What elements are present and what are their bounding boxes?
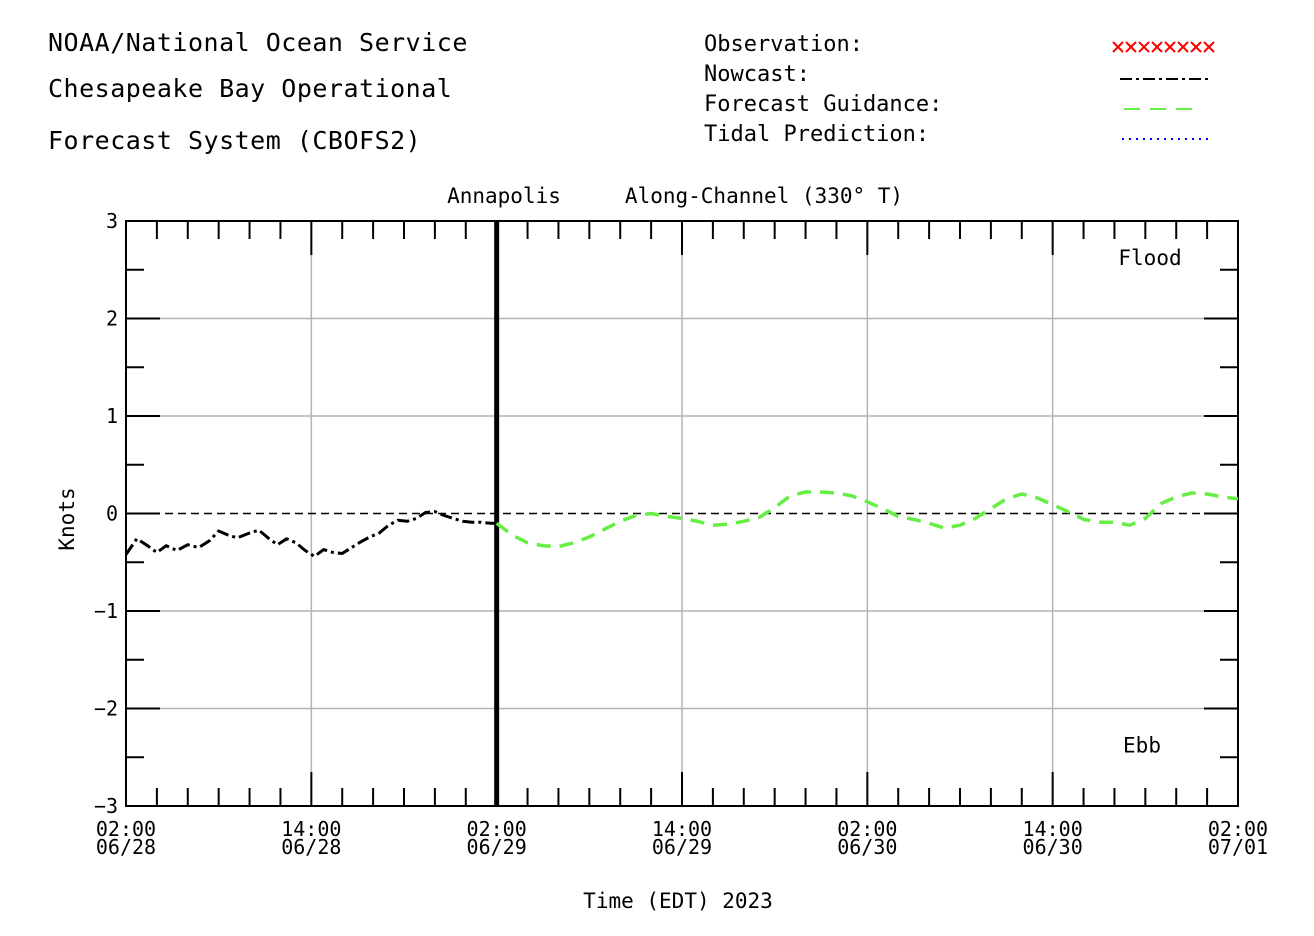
x-tick-label-date: 06/28: [281, 835, 341, 859]
header-line-1: NOAA/National Ocean Service: [48, 28, 468, 57]
x-tick-label-time: 02:00: [837, 817, 897, 841]
header-line-3: Forecast System (CBOFS2): [48, 126, 422, 155]
x-tick-labels: 02:0006/2814:0006/2802:0006/2914:0006/29…: [96, 817, 1268, 859]
annotation-flood: Flood: [1118, 246, 1181, 270]
y-axis-label: Knots: [55, 487, 79, 550]
y-tick-label: 2: [106, 307, 118, 331]
series-line-nowcast: [124, 510, 497, 558]
x-tick-label-time: 02:00: [1208, 817, 1268, 841]
x-tick-label-date: 07/01: [1208, 835, 1268, 859]
x-tick-label-time: 14:00: [1023, 817, 1083, 841]
y-tick-label: −2: [94, 697, 118, 721]
x-tick-label-date: 06/29: [652, 835, 712, 859]
legend-label-forecast: Forecast Guidance:: [704, 92, 943, 117]
grid-lines: [126, 221, 1238, 806]
header-line-2: Chesapeake Bay Operational: [48, 74, 453, 103]
y-tick-label: 1: [106, 404, 118, 428]
chart-subtitle: Along-Channel (330° T): [625, 184, 903, 208]
observation-marker: [1151, 41, 1163, 53]
x-tick-label-time: 02:00: [467, 817, 527, 841]
y-tick-label: −1: [94, 599, 118, 623]
y-tick-label: −3: [94, 794, 118, 818]
y-tick-label: 3: [106, 209, 118, 233]
x-axis-label: Time (EDT) 2023: [583, 889, 773, 913]
legend-label-observation: Observation:: [704, 32, 863, 57]
x-tick-label-date: 06/29: [467, 835, 527, 859]
observation-marker: [1177, 41, 1189, 53]
x-tick-label-date: 06/28: [96, 835, 156, 859]
observation-marker: [1112, 41, 1124, 53]
x-tick-label-date: 06/30: [1023, 835, 1083, 859]
legend-swatch-observation: [1112, 41, 1215, 53]
series-line-forecast-guidance: [495, 490, 1239, 549]
x-tick-label-time: 02:00: [96, 817, 156, 841]
y-tick-label: 0: [106, 502, 118, 526]
legend-swatches: [1112, 41, 1215, 140]
y-tick-labels: 3 2 1 0 −1 −2 −3: [94, 209, 118, 818]
observation-marker: [1203, 41, 1215, 53]
x-tick-label-date: 06/30: [837, 835, 897, 859]
plot-frame: [125, 220, 1239, 807]
x-tick-label-time: 14:00: [281, 817, 341, 841]
x-tick-label-time: 14:00: [652, 817, 712, 841]
legend-label-tidal: Tidal Prediction:: [704, 122, 930, 147]
observation-marker: [1190, 41, 1202, 53]
series-layer: [124, 490, 1239, 558]
legend-label-nowcast: Nowcast:: [704, 62, 810, 87]
observation-marker: [1138, 41, 1150, 53]
chart-title: Annapolis: [447, 184, 561, 208]
observation-marker: [1125, 41, 1137, 53]
observation-marker: [1164, 41, 1176, 53]
annotation-ebb: Ebb: [1123, 733, 1161, 757]
